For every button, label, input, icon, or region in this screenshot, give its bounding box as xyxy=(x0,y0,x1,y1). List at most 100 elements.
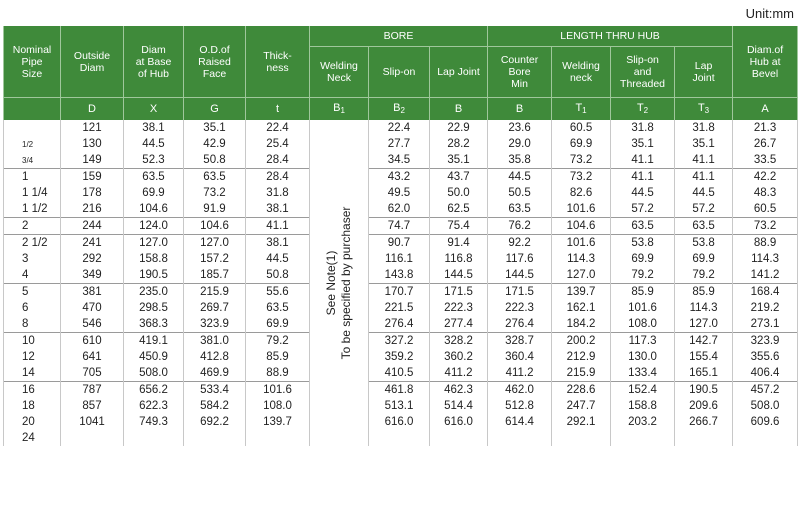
cell-b: 222.3 xyxy=(428,300,489,316)
symbol-b1: B1 xyxy=(309,97,369,120)
cell-g: 692.2 xyxy=(183,414,246,430)
cell-b2: 116.1 xyxy=(368,251,430,267)
cell-g: 73.2 xyxy=(183,185,246,201)
table-row: 3 292 158.8 157.2 44.5 116.1 116.8 117.6 114.3 69… xyxy=(3,251,799,267)
cell-d: 381 xyxy=(60,283,124,300)
table-row: 20 1041 749.3 692.2 139.7 616.0 616.0 614.4 292.… xyxy=(3,414,799,430)
header-hub-bevel: Diam.of Hub at Bevel xyxy=(732,26,799,98)
symbol-blank xyxy=(3,97,61,120)
cell-b2: 143.8 xyxy=(368,267,430,284)
cell-x: 298.5 xyxy=(123,300,184,316)
cell-g xyxy=(183,430,246,446)
header-lap-joint-length: Lap Joint xyxy=(674,46,734,98)
cell-b2: 170.7 xyxy=(368,283,430,300)
cell-t2: 53.8 xyxy=(610,234,676,251)
cell-t: 28.4 xyxy=(245,152,310,169)
header-slip-threaded: Slip-on and Threaded xyxy=(610,46,676,98)
cell-t: 108.0 xyxy=(245,398,310,414)
cell-g: 381.0 xyxy=(183,332,246,349)
note-line-2: To be specified by purchaser xyxy=(339,206,353,360)
cell-b2 xyxy=(368,430,430,446)
cell-t2: 35.1 xyxy=(610,136,676,152)
cell-size: 20 xyxy=(3,414,61,430)
cell-b: 50.0 xyxy=(428,185,489,201)
header-nominal-pipe-size: Nominal Pipe Size xyxy=(3,26,61,98)
cell-x: 508.0 xyxy=(123,365,184,382)
cell-b2: 276.4 xyxy=(368,316,430,333)
cell-d: 121 xyxy=(60,120,124,136)
symbol-a: A xyxy=(732,97,799,120)
cell-bmin: 23.6 xyxy=(487,120,553,136)
cell-size: 1 1/4 xyxy=(3,185,61,201)
cell-bmin: 512.8 xyxy=(487,398,553,414)
cell-size: 2 1/2 xyxy=(3,234,61,251)
cell-t2: 44.5 xyxy=(610,185,676,201)
cell-t3: 266.7 xyxy=(674,414,734,430)
cell-b2: 513.1 xyxy=(368,398,430,414)
cell-b2: 62.0 xyxy=(368,201,430,218)
table-row: 5 381 235.0 215.9 55.6 170.7 171.5 171.5 139.7 85… xyxy=(3,283,799,300)
cell-b2: 74.7 xyxy=(368,217,430,235)
symbol-t: t xyxy=(245,97,310,120)
cell-bmin: 35.8 xyxy=(487,152,553,169)
cell-b xyxy=(428,430,489,446)
cell-size: 8 xyxy=(3,316,61,333)
cell-bmin: 360.4 xyxy=(487,349,553,365)
cell-t1: 127.0 xyxy=(551,267,612,284)
cell-t2: 41.1 xyxy=(610,168,676,185)
cell-t2: 117.3 xyxy=(610,332,676,349)
cell-bmin: 222.3 xyxy=(487,300,553,316)
header-welding-neck: Welding Neck xyxy=(309,46,369,98)
cell-b: 28.2 xyxy=(428,136,489,152)
cell-bmin: 328.7 xyxy=(487,332,553,349)
cell-a: 114.3 xyxy=(732,251,799,267)
cell-d: 178 xyxy=(60,185,124,201)
cell-t3: 63.5 xyxy=(674,217,734,235)
cell-t3 xyxy=(674,430,734,446)
header-raised-face: O.D.of Raised Face xyxy=(183,26,246,98)
cell-t: 63.5 xyxy=(245,300,310,316)
header-hub-diam: Diam at Base of Hub xyxy=(123,26,184,98)
symbol-bmin: B xyxy=(487,97,553,120)
cell-bmin: 411.2 xyxy=(487,365,553,382)
table-row: 18 857 622.3 584.2 108.0 513.1 514.4 512.8 247.7… xyxy=(3,398,799,414)
cell-b: 22.9 xyxy=(428,120,489,136)
cell-size: 16 xyxy=(3,381,61,398)
cell-g: 35.1 xyxy=(183,120,246,136)
cell-size: 1 1/2 xyxy=(3,201,61,218)
cell-a: 273.1 xyxy=(732,316,799,333)
cell-b2: 27.7 xyxy=(368,136,430,152)
cell-g: 269.7 xyxy=(183,300,246,316)
cell-t2 xyxy=(610,430,676,446)
cell-d: 787 xyxy=(60,381,124,398)
cell-a: 42.2 xyxy=(732,168,799,185)
cell-b2: 43.2 xyxy=(368,168,430,185)
header-welding-neck-length: Welding neck xyxy=(551,46,612,98)
cell-t1: 104.6 xyxy=(551,217,612,235)
cell-bmin: 614.4 xyxy=(487,414,553,430)
cell-a: 60.5 xyxy=(732,201,799,218)
table-body: 121 38.1 35.1 22.4 See Note(1) To be specifie… xyxy=(3,120,799,446)
cell-a: 141.2 xyxy=(732,267,799,284)
cell-b: 75.4 xyxy=(428,217,489,235)
cell-a: 457.2 xyxy=(732,381,799,398)
unit-label: Unit:mm xyxy=(745,6,794,21)
cell-t1: 292.1 xyxy=(551,414,612,430)
cell-g: 412.8 xyxy=(183,349,246,365)
cell-x xyxy=(123,430,184,446)
cell-t3: 41.1 xyxy=(674,152,734,169)
cell-t3: 190.5 xyxy=(674,381,734,398)
cell-t3: 31.8 xyxy=(674,120,734,136)
table-row: 3/4 149 52.3 50.8 28.4 34.5 35.1 35.8 73.2 41.1 41… xyxy=(3,152,799,169)
cell-size: 5 xyxy=(3,283,61,300)
cell-x: 127.0 xyxy=(123,234,184,251)
cell-t3: 85.9 xyxy=(674,283,734,300)
cell-t3: 44.5 xyxy=(674,185,734,201)
cell-t: 69.9 xyxy=(245,316,310,333)
cell-t2: 203.2 xyxy=(610,414,676,430)
cell-size: 4 xyxy=(3,267,61,284)
cell-x: 450.9 xyxy=(123,349,184,365)
cell-t: 31.8 xyxy=(245,185,310,201)
cell-d: 705 xyxy=(60,365,124,382)
cell-b2: 22.4 xyxy=(368,120,430,136)
